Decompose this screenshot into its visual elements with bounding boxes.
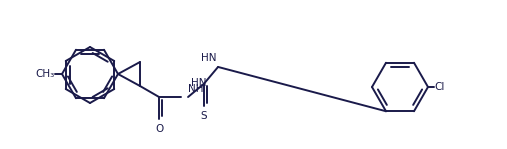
- Text: HN: HN: [201, 53, 216, 63]
- Text: Cl: Cl: [434, 82, 444, 92]
- Text: NH: NH: [188, 84, 203, 94]
- Text: HN: HN: [191, 78, 206, 88]
- Text: S: S: [201, 111, 207, 121]
- Text: CH₃: CH₃: [36, 69, 55, 79]
- Text: O: O: [155, 124, 163, 134]
